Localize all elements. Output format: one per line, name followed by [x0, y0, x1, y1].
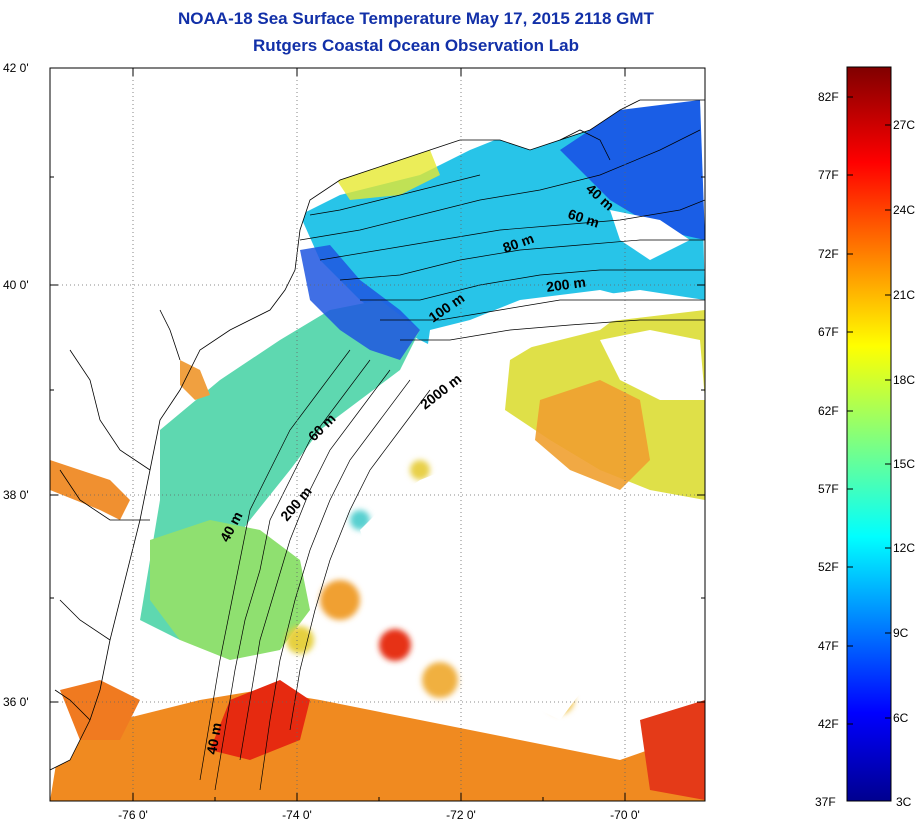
- colorbar-c-label: 18C: [893, 373, 915, 387]
- pamlico-sound: [60, 680, 140, 740]
- colorbar-f-label: 77F: [818, 168, 839, 182]
- colorbar-c-label: 12C: [893, 541, 915, 555]
- lat-tick-label: 40 0': [3, 278, 29, 292]
- colorbar-f-label: 72F: [818, 247, 839, 261]
- cold-water-gulf-of-maine: [560, 100, 705, 240]
- delaware-bay: [180, 360, 210, 400]
- axis-ticks: [50, 67, 705, 801]
- red-hot-spot-east: [640, 700, 705, 800]
- lon-tick-label: -76 0': [118, 808, 148, 822]
- cloud-mask-north: [610, 210, 690, 260]
- lon-tick-label: -72 0': [446, 808, 476, 822]
- bathymetry-contours: [199, 129, 705, 791]
- colorbar-c-label: 27C: [893, 118, 915, 132]
- sst-field: [50, 68, 705, 801]
- cloud-mask-east: [600, 330, 705, 400]
- colorbar-f-label: 42F: [818, 717, 839, 731]
- chesapeake-bay: [50, 460, 130, 520]
- cloud-mask-shelf: [420, 290, 640, 400]
- warm-offshore-orange: [535, 380, 650, 490]
- lon-tick-label: -74 0': [282, 808, 312, 822]
- colorbar-f-label: 57F: [818, 482, 839, 496]
- map-title: NOAA-18 Sea Surface Temperature May 17, …: [178, 9, 654, 28]
- colorbar-f-label: 47F: [818, 639, 839, 653]
- contour-label: 200 m: [277, 483, 315, 524]
- colorbar-c-label: 6C: [893, 711, 909, 725]
- colorbar-c-label: 9C: [893, 626, 909, 640]
- colorbar: [846, 66, 892, 802]
- contour-label: 40 m: [203, 721, 224, 755]
- lat-tick-label: 42 0': [3, 61, 29, 75]
- green-patch-south: [150, 520, 310, 660]
- map-subtitle: Rutgers Coastal Ocean Observation Lab: [253, 36, 579, 55]
- colorbar-f-label: 62F: [818, 404, 839, 418]
- colorbar-c-label: 21C: [893, 288, 915, 302]
- colorbar-f-label: 67F: [818, 325, 839, 339]
- lon-tick-label: -70 0': [610, 808, 640, 822]
- land-mass: [50, 68, 705, 770]
- colorbar-c-label: 15C: [893, 457, 915, 471]
- colorbar-f-label: 52F: [818, 560, 839, 574]
- colorbar-c-label: 24C: [893, 203, 915, 217]
- shelf-blue-edge: [300, 245, 420, 360]
- red-hot-spot: [210, 680, 310, 760]
- colorbar-ticks: [847, 96, 891, 725]
- colorbar-c-label: 3C: [896, 795, 912, 809]
- lat-tick-label: 38 0': [3, 488, 29, 502]
- cloud-mask-large: [360, 460, 705, 720]
- contour-label: 200 m: [545, 274, 587, 295]
- lat-tick-label: 36 0': [3, 695, 29, 709]
- map-frame: [49, 67, 706, 802]
- colorbar-f-label: 37F: [815, 795, 836, 809]
- colorbar-f-label: 82F: [818, 90, 839, 104]
- coastline: [50, 99, 705, 771]
- orange-south-band: [50, 690, 705, 801]
